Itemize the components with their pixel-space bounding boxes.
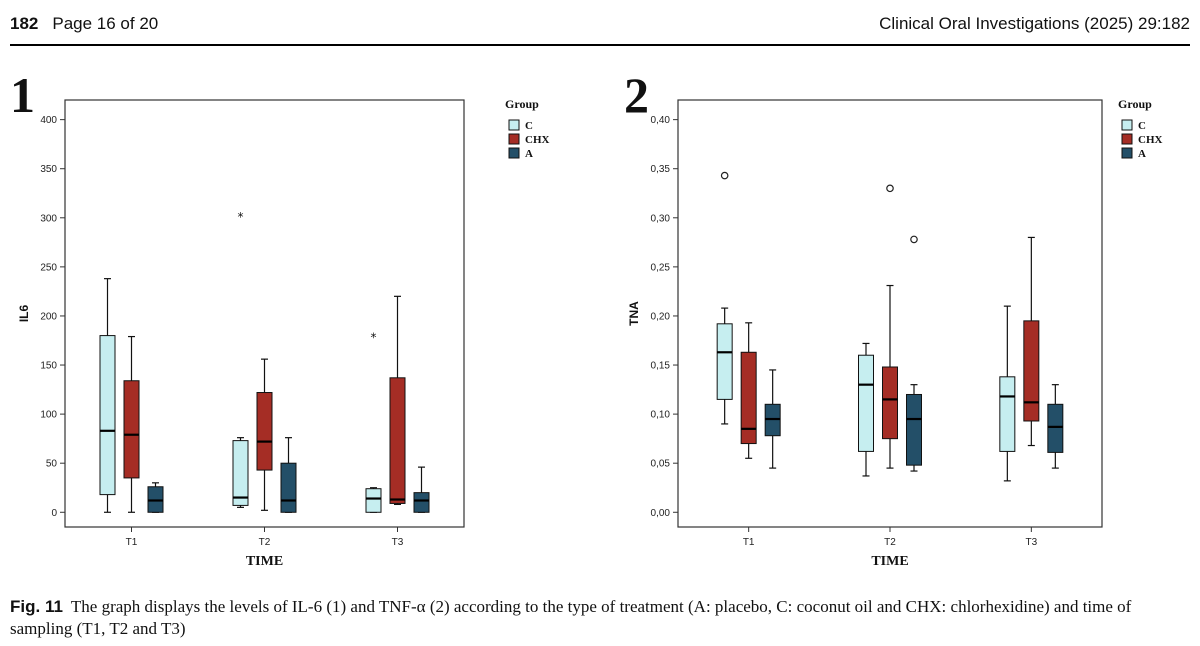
box-t2-a [906,235,922,472]
extreme-point: * [238,210,244,224]
y-tick-label: 200 [40,311,57,322]
legend-swatch-c [1121,119,1133,131]
box-t3-chx [1023,236,1040,447]
y-tick-label: 0,00 [651,508,671,519]
box-iqr [365,488,382,513]
box-t2-a [280,437,297,513]
box-t1-c [99,278,116,513]
box-t1-c [716,171,733,425]
panel-label-2: 2 [624,67,649,123]
y-tick-label: 100 [40,410,57,421]
x-tick-label-t1: T1 [126,537,138,548]
box-iqr [280,462,297,513]
legend-swatch-c [508,119,520,131]
x-axis-title: TIME [246,554,283,569]
x-tick-label-t3: T3 [392,537,404,548]
box-t3-a [1047,384,1064,469]
y-tick-label: 0,25 [651,262,671,273]
box-iqr [232,440,249,506]
box-t3-chx [389,295,406,506]
x-tick-label-t3: T3 [1025,537,1037,548]
y-tick-label: 350 [40,164,57,175]
y-tick-label: 250 [40,262,57,273]
journal-citation: Clinical Oral Investigations (2025) 29:1… [879,14,1190,33]
legend-swatch-a [1121,147,1133,159]
y-axis-title: IL6 [17,305,31,323]
figure-caption: Fig. 11 The graph displays the levels of … [10,596,1190,640]
legend-label-a: A [525,148,533,160]
box-iqr [99,335,116,496]
box-iqr [906,393,922,466]
legend-title: Group [505,97,539,111]
y-tick-label: 400 [40,115,57,126]
y-tick-label: 300 [40,213,57,224]
extreme-point: * [371,331,377,345]
tna-boxplot-chart: 0,00 0,05 0,10 0,15 0,20 0,25 0,30 0,35 0,40 TNA T… [627,97,1163,569]
y-tick-label: 150 [40,361,57,372]
legend-label-chx: CHX [1138,134,1163,146]
y-tick-label: 0,40 [651,115,671,126]
legend-swatch-chx [508,133,520,145]
page-header: 182 Page 16 of 20 Clinical Oral Investiga… [10,8,1190,46]
box-iqr [740,351,757,445]
box-iqr [1023,320,1040,422]
il6-boxplot-chart: 0 50 100 150 200 250 300 350 400 IL6 T1 T2 * T3 * TIME G… [17,97,550,569]
box-t1-chx [123,335,140,513]
legend-swatch-a [508,147,520,159]
y-tick-label: 0,30 [651,213,671,224]
x-tick-label-t2: T2 [259,537,271,548]
y-axis-title: TNA [627,301,641,326]
outlier-point [720,171,729,180]
legend-label-c: C [525,120,533,132]
box-t3-a [413,466,430,513]
y-tick-label: 0,05 [651,459,671,470]
legend-label-c: C [1138,120,1146,132]
panel-label-1: 1 [10,67,35,123]
box-iqr [858,354,874,452]
box-t3-c: * [365,331,382,513]
x-tick-label-t2: T2 [884,537,896,548]
figure-label: Fig. 11 [10,597,63,616]
box-t1-a [147,482,164,513]
outlier-point [886,184,894,193]
y-tick-label: 0,10 [651,410,671,421]
box-t1-chx [740,322,757,459]
y-tick-label: 0,35 [651,164,671,175]
y-tick-label: 50 [46,459,58,470]
y-tick-label: 0 [51,508,57,519]
outlier-point [910,235,918,244]
page-info: Page 16 of 20 [52,14,159,33]
y-tick-label: 0,20 [651,311,671,322]
y-tick-label: 0,15 [651,361,671,372]
legend-swatch-chx [1121,133,1133,145]
box-t2-chx [882,184,898,469]
box-iqr [716,323,733,400]
box-t2-c [858,342,874,477]
header-left: 182 Page 16 of 20 [10,14,158,34]
page-number: 182 [10,14,39,33]
box-iqr [882,366,898,440]
x-axis-title: TIME [871,554,908,569]
box-iqr [256,392,273,471]
legend-label-chx: CHX [525,134,550,146]
box-t2-chx [256,358,273,511]
box-t2-c: * [232,210,249,508]
box-t1-a [764,369,781,469]
box-t3-c [999,305,1016,482]
box-iqr [123,380,140,479]
figure-caption-text: The graph displays the levels of IL-6 (1… [10,597,1132,638]
legend-title: Group [1118,97,1152,111]
legend-label-a: A [1138,148,1146,160]
box-iqr [413,492,430,513]
box-iqr [999,376,1016,452]
x-tick-label-t1: T1 [743,537,755,548]
box-iqr [389,377,406,504]
box-iqr [1047,403,1064,453]
